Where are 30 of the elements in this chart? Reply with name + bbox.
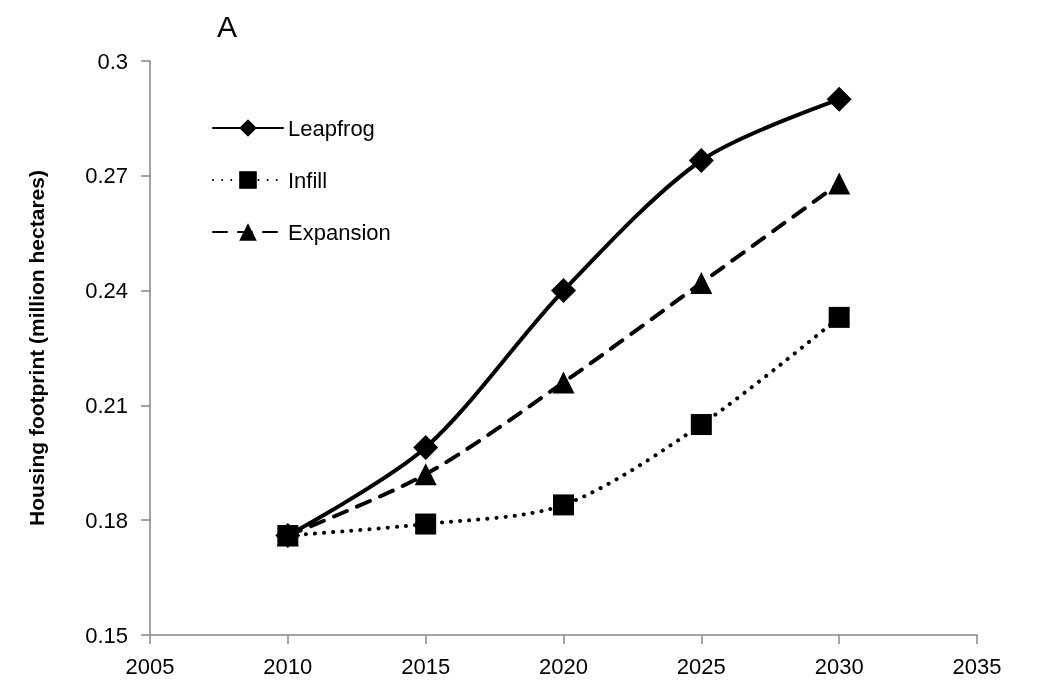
point bbox=[690, 271, 713, 294]
y-axis-title: Housing footprint (million hectares) bbox=[25, 170, 48, 526]
point bbox=[413, 434, 439, 460]
point bbox=[828, 172, 851, 195]
x-tick-label: 2015 bbox=[401, 653, 451, 679]
y-tick-label: 0.24 bbox=[85, 278, 128, 304]
point bbox=[414, 463, 437, 486]
y-tick-label: 0.3 bbox=[97, 48, 128, 74]
x-tick-label: 2035 bbox=[952, 653, 1002, 679]
legend-label: Expansion bbox=[288, 219, 391, 245]
point bbox=[688, 147, 714, 173]
y-tick-label: 0.15 bbox=[85, 622, 128, 648]
x-tick-label: 2010 bbox=[263, 653, 313, 679]
point bbox=[826, 86, 852, 112]
point bbox=[828, 306, 850, 328]
legend-label: Leapfrog bbox=[288, 115, 375, 141]
point bbox=[553, 494, 574, 516]
point bbox=[551, 278, 576, 304]
point bbox=[552, 371, 575, 394]
point bbox=[415, 513, 437, 535]
y-tick-label: 0.18 bbox=[85, 507, 128, 533]
y-tick-label: 0.21 bbox=[85, 392, 128, 418]
chart-title: A bbox=[217, 9, 238, 43]
legend-label: Infill bbox=[288, 167, 328, 193]
y-tick-label: 0.27 bbox=[85, 163, 128, 189]
x-tick-label: 2025 bbox=[676, 653, 726, 679]
x-tick-label: 2020 bbox=[539, 653, 588, 679]
x-tick-label: 2030 bbox=[814, 653, 864, 679]
point bbox=[690, 414, 712, 436]
x-tick-label: 2005 bbox=[125, 653, 175, 679]
